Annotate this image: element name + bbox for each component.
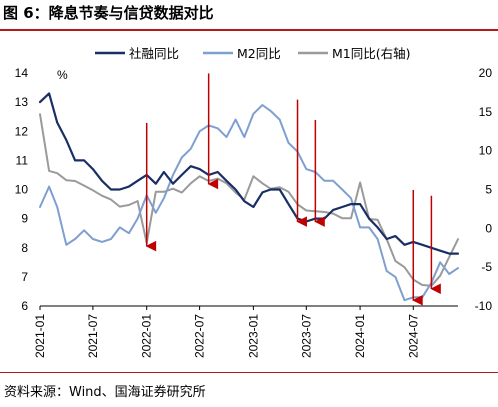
x-tick-label: 2023-07	[299, 314, 313, 358]
x-tick-label: 2021-07	[86, 314, 100, 358]
right-tick-label: -10	[475, 299, 493, 313]
x-tick-label: 2021-01	[33, 314, 47, 358]
right-tick-label: 0	[485, 221, 492, 235]
left-tick-label: 12	[15, 124, 29, 138]
left-tick-label: 7	[21, 270, 28, 284]
left-tick-label: 13	[15, 95, 29, 109]
x-tick-label: 2022-07	[193, 314, 207, 358]
legend-social-financing-label: 社融同比	[129, 46, 179, 61]
left-tick-label: 6	[21, 299, 28, 313]
credit-chart: 6 7 8 9 10 11 12 13 14 % -10 -5 0 5 10 15 20 2021-01 2021-…	[15, 46, 493, 358]
left-tick-label: 11	[16, 153, 29, 167]
right-tick-label: 20	[479, 66, 493, 80]
left-axis-unit: %	[57, 68, 68, 82]
left-tick-label: 9	[21, 212, 28, 226]
legend-m1-label: M1同比(右轴)	[332, 46, 411, 61]
social-financing-line	[38, 92, 460, 255]
title-rule	[0, 29, 498, 31]
left-tick-label: 10	[15, 183, 29, 197]
x-tick-label: 2024-07	[406, 314, 420, 358]
x-tick-label: 2022-01	[140, 314, 154, 358]
right-tick-label: 10	[479, 144, 493, 158]
left-tick-label: 8	[21, 241, 28, 255]
legend-m2-label: M2同比	[237, 46, 281, 61]
x-tick-label: 2024-01	[353, 314, 367, 358]
source-note: 资料来源：Wind、国海证券研究所	[4, 385, 206, 400]
source-rule	[0, 372, 498, 373]
left-tick-label: 14	[15, 66, 29, 80]
right-tick-label: 15	[479, 105, 493, 119]
figure-title: 图 6：降息节奏与信贷数据对比	[3, 4, 214, 22]
m1-line	[39, 113, 459, 287]
x-tick-label: 2023-01	[246, 314, 260, 358]
m2-line	[39, 104, 459, 302]
right-tick-label: -5	[481, 260, 492, 274]
right-tick-label: 5	[485, 183, 492, 197]
